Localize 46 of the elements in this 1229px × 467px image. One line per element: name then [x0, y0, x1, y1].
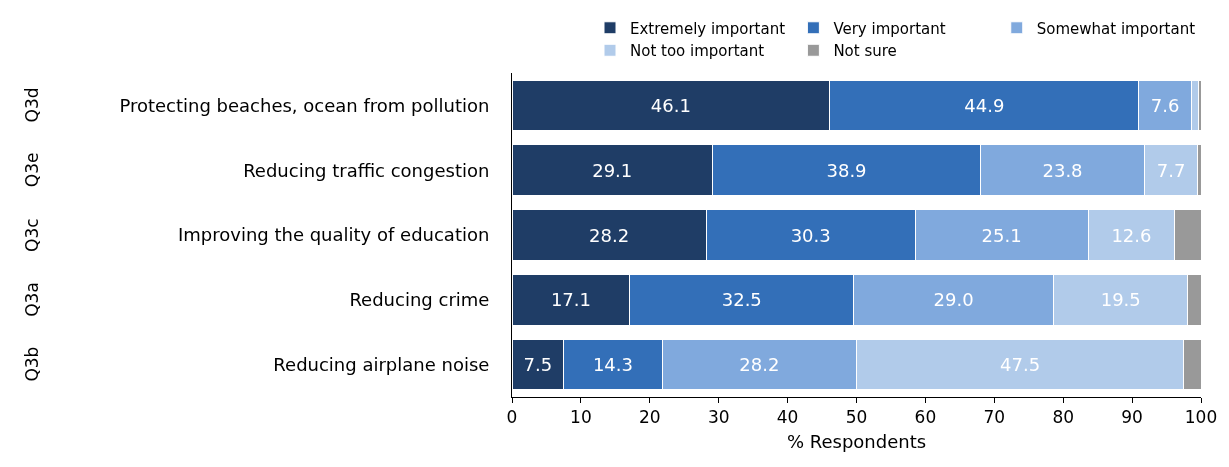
legend-label: Not too important: [630, 42, 765, 61]
x-tick-label: 80: [1052, 407, 1075, 428]
text: Q3d: [21, 87, 42, 123]
x-tick-label: 40: [776, 407, 799, 428]
x-tick-label: 30: [707, 407, 730, 428]
x-tick-label: 100: [1184, 407, 1218, 428]
data-label: 17.1: [550, 289, 591, 311]
legend-label: Somewhat important: [1036, 19, 1196, 38]
data-label: 19.5: [1100, 289, 1141, 311]
y-tick-label: Reducing airplane noise: [273, 353, 490, 375]
text: Q3e: [21, 152, 42, 188]
data-label: 7.6: [1150, 94, 1180, 116]
data-label: 23.8: [1042, 159, 1083, 181]
data-label: 28.2: [739, 354, 780, 376]
data-label: 29.0: [933, 289, 974, 311]
x-tick-label: 90: [1121, 407, 1143, 428]
data-label: 28.2: [589, 224, 630, 246]
x-tick-label: 60: [914, 407, 937, 428]
y-tick-label: Protecting beaches, ocean from pollution: [119, 94, 490, 116]
data-label: 38.9: [826, 159, 867, 181]
text: Q3a: [22, 282, 43, 317]
legend-label: Very important: [833, 19, 946, 38]
data-label: 25.1: [981, 224, 1022, 246]
x-tick-label: 0: [506, 407, 518, 428]
data-label: 29.1: [592, 159, 633, 181]
text: Q3c: [22, 218, 42, 252]
data-label: 44.9: [964, 94, 1005, 116]
x-tick-label: 70: [983, 407, 1006, 428]
legend-label: Not sure: [833, 42, 897, 61]
data-label: 32.5: [721, 289, 762, 311]
legend-label: Extremely important: [630, 19, 786, 38]
y-tick-label: Reducing traffic congestion: [243, 159, 490, 181]
y-tick-label: Reducing crime: [349, 289, 490, 311]
data-label: 14.3: [592, 354, 633, 376]
y-tick-label: Improving the quality of education: [177, 224, 490, 246]
text: Q3b: [22, 346, 43, 382]
data-label: 30.3: [790, 224, 831, 246]
x-axis-title: % Respondents: [786, 430, 927, 452]
x-tick-label: 50: [845, 407, 868, 428]
data-label: 46.1: [650, 94, 691, 116]
data-label: 7.5: [523, 354, 553, 376]
data-label: 7.7: [1156, 159, 1186, 181]
data-label: 47.5: [1000, 354, 1041, 376]
x-tick-label: 20: [638, 407, 661, 428]
data-label: 12.6: [1111, 224, 1152, 246]
x-tick-label: 10: [570, 407, 592, 428]
